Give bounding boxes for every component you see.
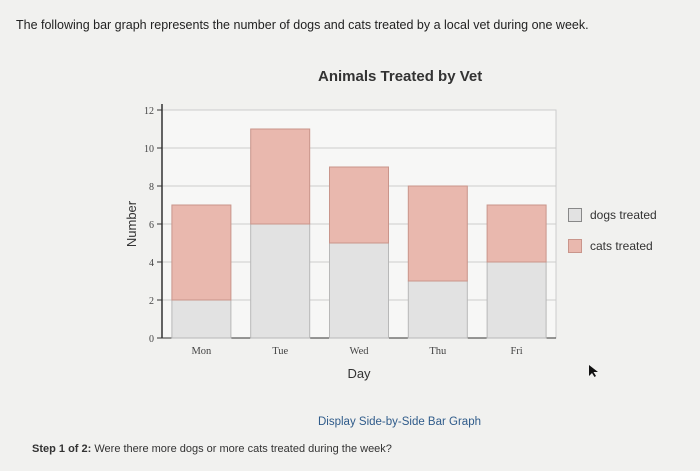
x-tick-label-wed: Wed — [350, 346, 370, 357]
legend-swatch-cats — [568, 239, 582, 253]
y-tick-label: 4 — [149, 258, 154, 269]
bar-cats-wed — [329, 166, 389, 244]
bar-cats-fri — [486, 204, 547, 263]
bar-dogs-tue — [250, 223, 311, 339]
x-axis-label: Day — [347, 366, 371, 381]
legend-label-cats: cats treated — [590, 239, 653, 253]
y-tick-label: 8 — [149, 182, 154, 193]
mouse-cursor-icon — [589, 365, 598, 377]
step-prefix: Step 1 of 2: — [32, 443, 92, 455]
legend: dogs treated cats treated — [568, 206, 657, 268]
legend-item-dogs: dogs treated — [568, 206, 657, 224]
bar-dogs-wed — [329, 242, 389, 339]
legend-label-dogs: dogs treated — [590, 208, 657, 222]
chart-title: Animals Treated by Vet — [318, 68, 483, 85]
step-question: Step 1 of 2: Were there more dogs or mor… — [32, 443, 392, 455]
y-tick-label: 12 — [144, 106, 154, 117]
bar-cats-thu — [407, 185, 468, 282]
bar-cats-tue — [250, 128, 311, 225]
legend-item-cats: cats treated — [568, 237, 657, 255]
x-tick-label-thu: Thu — [429, 346, 447, 357]
y-tick-label: 10 — [144, 144, 154, 155]
y-tick-label: 6 — [149, 220, 154, 231]
x-tick-label-tue: Tue — [272, 346, 288, 357]
step-question-text: Were there more dogs or more cats treate… — [94, 443, 392, 455]
bar-dogs-fri — [486, 261, 547, 339]
y-axis-label: Number — [124, 200, 139, 247]
bar-dogs-thu — [407, 280, 468, 339]
intro-text: The following bar graph represents the n… — [16, 18, 589, 32]
side-by-side-toggle-link[interactable]: Display Side-by-Side Bar Graph — [318, 416, 481, 428]
y-tick-label: 0 — [149, 334, 154, 345]
x-tick-label-mon: Mon — [191, 346, 212, 357]
bar-dogs-mon — [171, 299, 232, 339]
bar-cats-mon — [171, 204, 232, 301]
legend-swatch-dogs — [568, 208, 582, 222]
x-tick-label-fri: Fri — [510, 346, 522, 357]
y-tick-label: 2 — [149, 296, 154, 307]
